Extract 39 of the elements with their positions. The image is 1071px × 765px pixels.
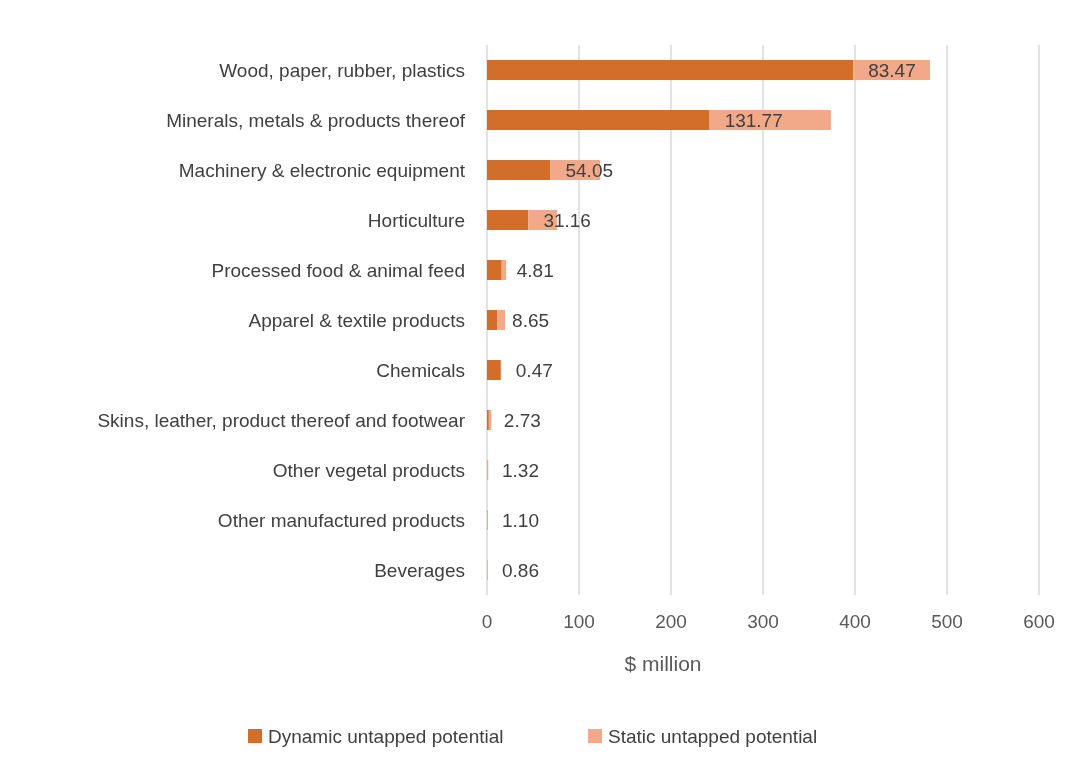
bar: [487, 260, 502, 280]
y-tick-label: Skins, leather, product thereof and footwear: [97, 409, 466, 431]
x-axis-title: $ million: [624, 652, 702, 675]
y-tick-label: Horticulture: [367, 209, 465, 231]
bar: [497, 310, 506, 330]
x-tick-label: 0: [481, 611, 493, 632]
x-tick-label: 400: [839, 611, 871, 632]
y-tick-label: Beverages: [374, 559, 465, 581]
y-tick-label: Other vegetal products: [272, 459, 465, 481]
y-tick-label: Wood, paper, rubber, plastics: [219, 59, 465, 81]
bar: [487, 360, 501, 380]
bar: [501, 260, 507, 280]
y-tick-label: Apparel & textile products: [248, 309, 465, 331]
bar: [487, 110, 710, 130]
data-label: 2.73: [503, 409, 541, 431]
y-tick-label: Machinery & electronic equipment: [178, 159, 466, 181]
legend-label: Static untapped potential: [608, 725, 818, 747]
data-label: 0.86: [502, 559, 539, 581]
x-tick-label: 100: [563, 611, 595, 632]
bar: [487, 310, 498, 330]
y-tick-label: Processed food & animal feed: [211, 259, 465, 281]
y-tick-label: Minerals, metals & products thereof: [166, 109, 466, 131]
legend-label: Dynamic untapped potential: [268, 725, 504, 747]
data-label: 131.77: [724, 109, 783, 131]
data-label: 83.47: [868, 59, 916, 81]
y-tick-label: Other manufactured products: [217, 509, 465, 531]
data-label: 4.81: [516, 259, 554, 281]
data-label: 1.10: [502, 509, 539, 531]
bar: [487, 60, 854, 80]
y-tick-label: Chemicals: [376, 359, 465, 381]
data-label: 0.47: [515, 359, 553, 381]
x-tick-label: 600: [1023, 611, 1055, 632]
data-label: 8.65: [512, 309, 550, 331]
x-tick-label: 300: [747, 611, 779, 632]
bar: [487, 210, 529, 230]
x-tick-label: 200: [655, 611, 687, 632]
x-tick-label: 500: [931, 611, 963, 632]
bar: [487, 160, 551, 180]
data-label: 1.32: [502, 459, 539, 481]
